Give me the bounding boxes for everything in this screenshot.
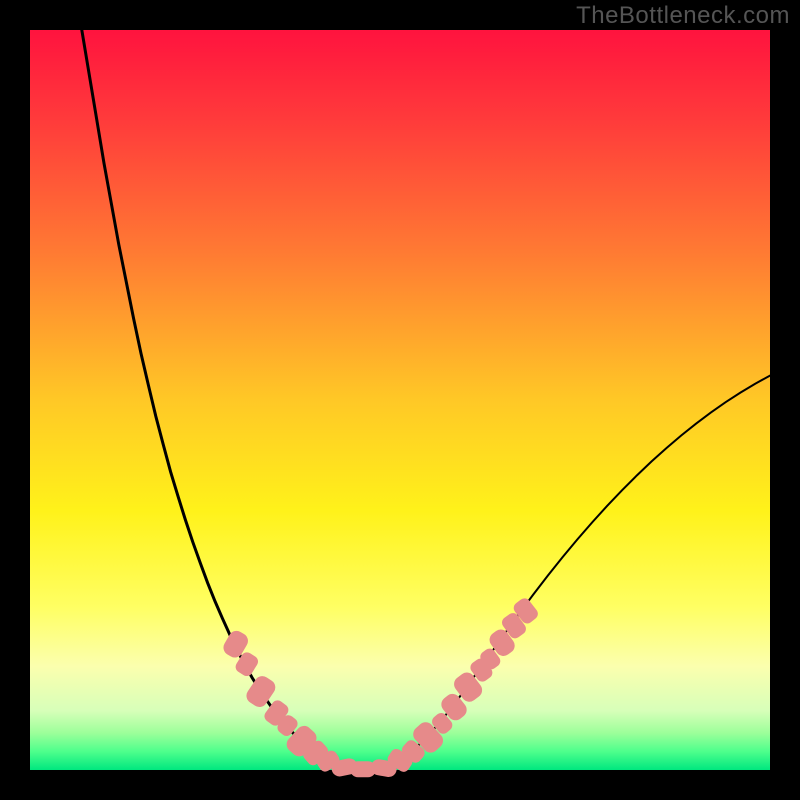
- chart-frame: TheBottleneck.com: [0, 0, 800, 800]
- chart-svg: [0, 0, 800, 800]
- watermark-text: TheBottleneck.com: [576, 2, 790, 30]
- plot-area: [30, 30, 770, 770]
